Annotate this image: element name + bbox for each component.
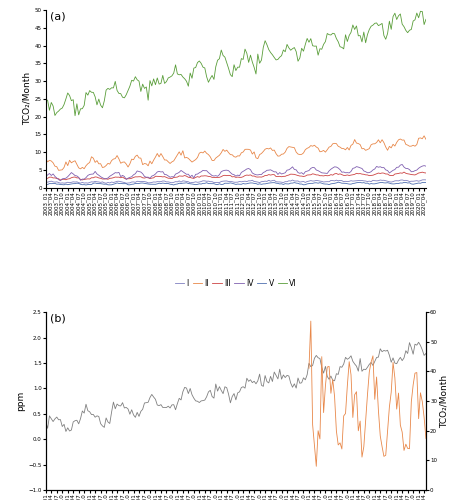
I	[423, 177, 429, 183]
ODIAC emission	[423, 436, 429, 442]
IV	[43, 174, 49, 180]
I	[306, 178, 312, 184]
III	[58, 177, 63, 183]
III	[180, 173, 185, 179]
Text: (b): (b)	[49, 314, 65, 324]
ΔXCO2	[125, 406, 131, 412]
I	[43, 180, 49, 186]
Line: ΔXCO2: ΔXCO2	[46, 342, 426, 432]
ΔXCO2	[416, 340, 421, 345]
ODIAC emission	[314, 464, 319, 469]
II	[56, 168, 61, 173]
Line: II: II	[46, 136, 426, 170]
II	[43, 156, 49, 162]
VI	[72, 112, 78, 118]
Line: IV: IV	[46, 164, 426, 180]
III	[401, 169, 407, 175]
V	[43, 181, 49, 187]
ΔXCO2	[43, 419, 49, 425]
ΔXCO2	[54, 414, 60, 420]
VI	[306, 39, 312, 45]
VI	[316, 52, 321, 58]
Line: III: III	[46, 172, 426, 180]
III	[354, 170, 359, 176]
V	[335, 179, 341, 185]
IV	[306, 168, 312, 173]
VI	[125, 88, 131, 94]
III	[316, 172, 321, 178]
VI	[418, 8, 423, 14]
I	[180, 178, 185, 184]
IV	[125, 175, 131, 181]
ODIAC emission	[352, 392, 357, 398]
II	[125, 164, 131, 170]
Line: I: I	[46, 180, 426, 184]
Y-axis label: TCO₂/Month: TCO₂/Month	[23, 72, 32, 126]
Text: (a): (a)	[49, 12, 65, 22]
III	[43, 176, 49, 182]
VI	[354, 23, 359, 29]
VI	[54, 110, 60, 116]
II	[423, 136, 429, 142]
III	[54, 176, 60, 182]
ΔXCO2	[180, 389, 185, 395]
V	[355, 180, 361, 186]
Legend: I, II, III, IV, V, VI: I, II, III, IV, V, VI	[172, 276, 300, 290]
V	[125, 182, 131, 188]
I	[316, 178, 321, 184]
Line: V: V	[46, 182, 426, 185]
II	[354, 140, 359, 146]
VI	[180, 74, 185, 80]
III	[306, 172, 312, 178]
Line: ODIAC emission: ODIAC emission	[309, 321, 426, 466]
III	[125, 176, 131, 182]
III	[423, 170, 429, 176]
ΔXCO2	[316, 355, 321, 361]
IV	[54, 175, 60, 181]
IV	[399, 162, 405, 168]
V	[306, 180, 312, 186]
Y-axis label: TCO₂/Month: TCO₂/Month	[440, 374, 449, 428]
IV	[354, 164, 359, 170]
V	[316, 180, 321, 186]
I	[54, 179, 60, 185]
IV	[180, 168, 185, 174]
I	[125, 180, 131, 186]
VI	[43, 96, 49, 102]
Line: VI: VI	[46, 12, 426, 116]
Y-axis label: ppm: ppm	[16, 391, 26, 411]
ΔXCO2	[63, 428, 69, 434]
IV	[316, 168, 321, 173]
I	[421, 177, 427, 183]
IV	[58, 178, 63, 184]
II	[421, 133, 427, 139]
V	[54, 181, 60, 187]
ΔXCO2	[306, 360, 312, 366]
I	[354, 178, 359, 184]
V	[180, 180, 185, 186]
I	[104, 180, 109, 186]
IV	[423, 163, 429, 169]
ΔXCO2	[354, 363, 359, 369]
ΔXCO2	[423, 350, 429, 356]
V	[423, 180, 429, 186]
II	[180, 148, 185, 154]
V	[83, 182, 89, 188]
VI	[423, 16, 429, 22]
II	[54, 164, 60, 170]
II	[316, 145, 321, 151]
II	[306, 144, 312, 150]
